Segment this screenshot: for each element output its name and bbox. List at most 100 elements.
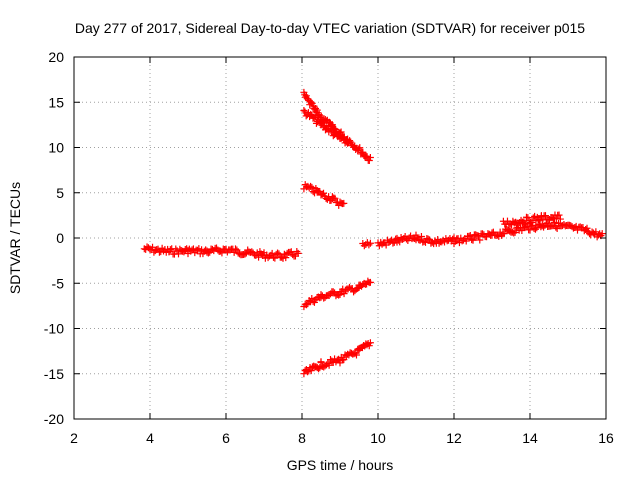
x-tick-label: 6 — [222, 430, 230, 446]
data-point — [344, 139, 352, 147]
series-track-7 — [359, 239, 374, 250]
data-point — [325, 292, 333, 300]
data-point — [274, 249, 282, 257]
data-point — [315, 365, 323, 373]
y-tick-label: -15 — [44, 366, 64, 382]
data-point — [365, 342, 373, 350]
chart-title: Day 277 of 2017, Sidereal Day-to-day VTE… — [75, 20, 585, 36]
data-point — [550, 218, 558, 226]
data-point — [511, 228, 519, 236]
data-point — [362, 152, 370, 160]
data-point — [541, 212, 549, 220]
y-tick-label: -5 — [52, 275, 65, 291]
series-track-9 — [499, 211, 564, 229]
x-tick-label: 4 — [146, 430, 154, 446]
y-tick-label: -10 — [44, 321, 64, 337]
data-point — [552, 223, 560, 231]
data-point — [510, 229, 518, 237]
data-point — [342, 138, 350, 146]
y-axis-label: SDTVAR / TECUs — [7, 182, 23, 294]
data-point — [331, 194, 339, 202]
data-point — [308, 183, 316, 191]
data-point — [365, 241, 373, 249]
data-point — [360, 242, 368, 250]
data-point — [307, 367, 315, 375]
data-point — [531, 225, 539, 233]
series-track-8 — [374, 218, 606, 250]
y-tick-label: 15 — [48, 94, 64, 110]
data-point — [355, 145, 363, 153]
data-point — [307, 182, 315, 190]
data-point — [313, 106, 321, 114]
data-point — [233, 246, 241, 254]
data-point — [335, 291, 343, 299]
axis-ticks — [73, 56, 607, 420]
data-point — [356, 144, 364, 152]
data-point — [366, 339, 374, 347]
series-track-1 — [140, 243, 302, 262]
data-point — [340, 199, 348, 207]
series-track-5 — [300, 277, 374, 311]
data-point — [327, 127, 335, 135]
data-point — [352, 351, 360, 359]
data-point — [300, 107, 308, 115]
data-point — [232, 245, 239, 253]
data-point — [520, 218, 528, 226]
data-point — [359, 148, 367, 156]
x-tick-label: 14 — [522, 430, 538, 446]
data-point — [500, 230, 508, 238]
data-point — [325, 361, 333, 369]
data-point — [462, 237, 470, 245]
x-tick-label: 16 — [598, 430, 614, 446]
y-tick-label: 5 — [56, 185, 64, 201]
data-point — [294, 249, 302, 257]
data-point — [469, 235, 477, 243]
x-tick-label: 12 — [446, 430, 462, 446]
data-point — [310, 114, 318, 122]
x-tick-labels: 2 4 6 8 10 12 14 16 — [70, 430, 614, 446]
data-point — [555, 211, 563, 219]
data-point — [389, 239, 397, 247]
series-track-3 — [300, 107, 352, 147]
y-tick-label: 20 — [48, 49, 64, 65]
data-point — [307, 110, 315, 118]
y-tick-label: -20 — [44, 411, 64, 427]
data-point — [365, 156, 373, 164]
series-track-6 — [300, 339, 374, 378]
data-point — [317, 291, 325, 299]
data-point — [340, 356, 348, 364]
data-point — [307, 98, 315, 106]
y-tick-label: 0 — [56, 230, 64, 246]
y-tick-label: 10 — [48, 140, 64, 156]
data-point — [424, 235, 432, 243]
data-point — [417, 233, 425, 241]
data-point — [300, 370, 308, 378]
data-point — [339, 133, 347, 141]
data-point — [271, 254, 279, 262]
x-axis-label: GPS time / hours — [287, 457, 394, 473]
data-point — [598, 230, 606, 238]
data-point — [521, 219, 529, 227]
data-point — [304, 368, 312, 376]
data-point — [476, 236, 484, 244]
series-track-4 — [300, 181, 348, 209]
data-point — [340, 290, 348, 298]
data-points — [140, 88, 606, 378]
data-point — [317, 358, 325, 366]
y-tick-labels: -20 -15 -10 -5 0 5 10 15 20 — [44, 49, 64, 427]
data-point — [328, 121, 336, 129]
data-point — [340, 134, 348, 142]
data-point — [329, 288, 337, 296]
data-point — [366, 153, 374, 161]
series-track-2 — [300, 88, 374, 164]
data-point — [322, 117, 330, 125]
data-point — [366, 239, 374, 247]
data-point — [528, 218, 536, 226]
x-tick-label: 2 — [70, 430, 78, 446]
data-point — [282, 254, 290, 262]
data-point — [583, 224, 591, 232]
x-tick-label: 8 — [298, 430, 306, 446]
data-point — [303, 301, 311, 309]
data-point — [332, 129, 340, 137]
